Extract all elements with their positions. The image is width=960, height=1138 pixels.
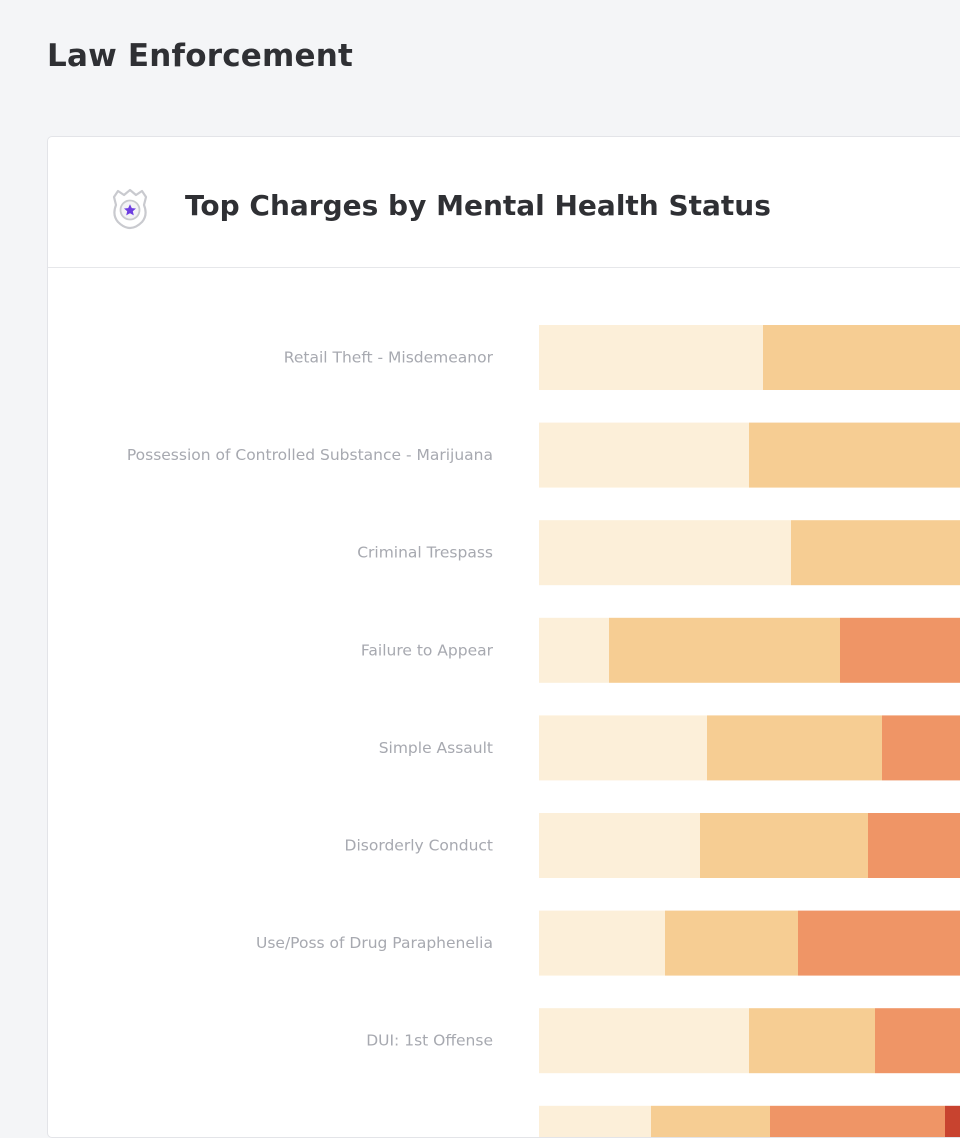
chart-card: Top Charges by Mental Health Status Reta…: [47, 136, 960, 1138]
bar-segment[interactable]: [875, 1008, 960, 1074]
bar-segment[interactable]: [749, 1008, 875, 1074]
stacked-bar-chart: Retail Theft - Misdemeanor Possession of …: [127, 325, 960, 1138]
card-title: Top Charges by Mental Health Status: [185, 189, 771, 222]
bar-segment[interactable]: [539, 1008, 749, 1074]
bar-segment[interactable]: [945, 1105, 960, 1138]
category-label: Retail Theft - Misdemeanor: [284, 349, 494, 367]
bar-segment[interactable]: [539, 715, 707, 781]
category-label: Failure to Appear: [361, 641, 494, 659]
bar-segment[interactable]: [539, 520, 791, 586]
bar-segment[interactable]: [609, 617, 840, 683]
bar-segment[interactable]: [539, 910, 665, 976]
bar-segment[interactable]: [539, 617, 609, 683]
bar-segment[interactable]: [763, 325, 960, 390]
bar-segment[interactable]: [539, 325, 763, 390]
bar-segment[interactable]: [798, 910, 960, 976]
police-badge-icon: [112, 188, 148, 230]
bar-segment[interactable]: [770, 1105, 945, 1138]
bar-segment[interactable]: [539, 1105, 651, 1138]
category-label: Criminal Trespass: [357, 544, 493, 562]
bar-segment[interactable]: [651, 1105, 770, 1138]
bar-segment[interactable]: [539, 813, 700, 878]
category-label: Disorderly Conduct: [345, 837, 493, 855]
category-label: Use/Poss of Drug Paraphenelia: [256, 934, 493, 952]
page-title: Law Enforcement: [47, 38, 354, 74]
category-label: Simple Assault: [379, 739, 493, 757]
bar-segment[interactable]: [707, 715, 882, 781]
bar-segment[interactable]: [539, 422, 749, 488]
category-label: DUI: 1st Offense: [366, 1032, 493, 1050]
bar-segment[interactable]: [868, 813, 960, 878]
category-label: Possession of Controlled Substance - Mar…: [127, 446, 493, 464]
bar-segment[interactable]: [749, 422, 960, 488]
bar-segment[interactable]: [882, 715, 960, 781]
bar-segment[interactable]: [840, 617, 960, 683]
card-header: Top Charges by Mental Health Status: [48, 137, 960, 268]
bar-segment[interactable]: [700, 813, 868, 878]
bar-segment[interactable]: [665, 910, 798, 976]
bar-segment[interactable]: [791, 520, 960, 586]
